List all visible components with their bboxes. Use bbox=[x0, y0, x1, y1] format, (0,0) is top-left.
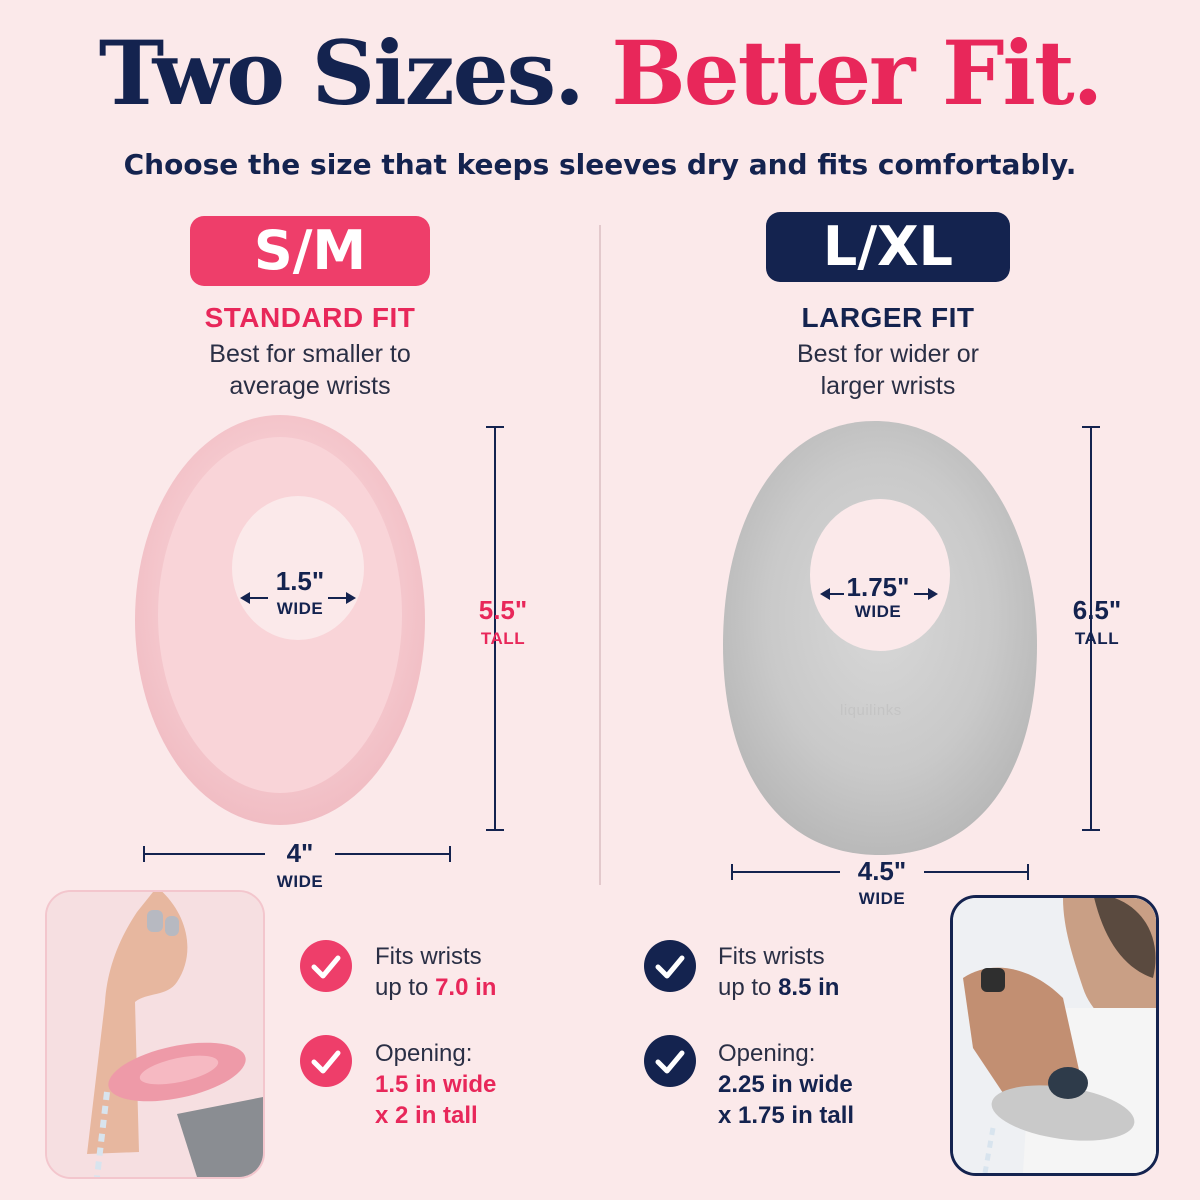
check-icon-lxl-1 bbox=[644, 940, 696, 992]
fit-description-sm: Best for smaller to average wrists bbox=[150, 338, 470, 402]
fit-description-sm-line-2: average wrists bbox=[229, 372, 391, 400]
width-unit-lxl: WIDE bbox=[858, 889, 906, 908]
width-unit-sm: WIDE bbox=[276, 872, 324, 891]
arrow-right-icon bbox=[346, 592, 356, 604]
feature-lxl-opening-line-3: x 1.75 in tall bbox=[718, 1102, 855, 1129]
check-icon-sm-1 bbox=[300, 940, 352, 992]
headline: Two Sizes. Better Fit. bbox=[0, 18, 1200, 128]
wrist-guard-sm-image bbox=[135, 415, 425, 825]
height-value-lxl: 6.5" bbox=[1072, 595, 1122, 625]
fit-description-lxl-line-1: Best for wider or bbox=[796, 340, 979, 368]
feature-lxl-wrist-fit-prefix: up to bbox=[718, 974, 772, 1001]
height-unit-sm: TALL bbox=[480, 629, 526, 648]
feature-sm-opening-line-2: 1.5 in wide bbox=[375, 1071, 497, 1098]
width-line-lxl bbox=[731, 864, 1029, 880]
fit-title-lxl: LARGER FIT bbox=[801, 302, 975, 333]
feature-lxl-opening: Opening: 2.25 in wide x 1.75 in tall bbox=[718, 1038, 854, 1131]
feature-sm-wrist-fit-value: 7.0 in bbox=[435, 974, 497, 1001]
fit-description-sm-line-1: Best for smaller to bbox=[209, 340, 411, 368]
fit-title-sm: STANDARD FIT bbox=[204, 302, 416, 333]
opening-arrows-lxl bbox=[820, 588, 938, 600]
subtitle: Choose the size that keeps sleeves dry a… bbox=[123, 148, 1077, 181]
brand-mark-lxl: liquilinks bbox=[840, 702, 902, 719]
headline-part-1: Two Sizes. bbox=[98, 21, 585, 125]
lifestyle-photo-sm bbox=[45, 890, 265, 1179]
feature-sm-wrist-fit-line-2: up to 7.0 in bbox=[375, 972, 496, 1003]
feature-sm-opening-line-1: Opening: bbox=[375, 1040, 473, 1067]
size-badge-lxl: L/XL bbox=[766, 212, 1010, 282]
wrist-photo-sm-illustration bbox=[47, 892, 263, 1177]
fit-description-lxl-line-2: larger wrists bbox=[820, 372, 956, 400]
feature-sm-opening-line-3: x 2 in tall bbox=[375, 1102, 478, 1129]
height-unit-lxl: TALL bbox=[1074, 629, 1120, 648]
feature-sm-wrist-fit-line-1: Fits wrists bbox=[375, 943, 482, 970]
fit-description-lxl: Best for wider or larger wrists bbox=[728, 338, 1048, 402]
feature-lxl-wrist-fit-line-1: Fits wrists bbox=[718, 943, 825, 970]
feature-lxl-opening-line-1: Opening: bbox=[718, 1040, 816, 1067]
check-icon-sm-2 bbox=[300, 1035, 352, 1087]
arrow-left-icon bbox=[240, 592, 250, 604]
check-icon-lxl-2 bbox=[644, 1035, 696, 1087]
feature-lxl-wrist-fit-value: 8.5 in bbox=[778, 974, 840, 1001]
arrow-left-icon bbox=[820, 588, 830, 600]
feature-lxl-opening-line-2: 2.25 in wide bbox=[718, 1071, 853, 1098]
lifestyle-photo-lxl bbox=[950, 895, 1159, 1176]
width-value-sm: 4" bbox=[286, 838, 314, 868]
feature-lxl-wrist-fit: Fits wrists up to 8.5 in bbox=[718, 941, 839, 1003]
feature-sm-opening: Opening: 1.5 in wide x 2 in tall bbox=[375, 1038, 496, 1131]
arrow-right-icon bbox=[928, 588, 938, 600]
opening-unit-lxl: WIDE bbox=[854, 602, 902, 621]
column-divider bbox=[599, 225, 601, 885]
feature-sm-wrist-fit-prefix: up to bbox=[375, 974, 429, 1001]
height-line-sm bbox=[486, 426, 504, 831]
size-badge-sm: S/M bbox=[190, 216, 430, 286]
feature-lxl-wrist-fit-line-2: up to 8.5 in bbox=[718, 972, 839, 1003]
width-line-sm bbox=[143, 846, 451, 862]
height-value-sm: 5.5" bbox=[478, 595, 528, 625]
opening-value-lxl: 1.75" bbox=[846, 572, 910, 602]
wrist-guard-lxl-image bbox=[723, 421, 1037, 855]
wrist-photo-lxl-illustration bbox=[953, 898, 1156, 1173]
height-line-lxl bbox=[1082, 426, 1100, 831]
width-value-lxl: 4.5" bbox=[857, 856, 907, 886]
opening-value-sm: 1.5" bbox=[275, 566, 325, 596]
opening-arrows-sm bbox=[240, 592, 356, 604]
headline-part-2: Better Fit. bbox=[611, 21, 1103, 125]
opening-unit-sm: WIDE bbox=[276, 599, 324, 618]
feature-sm-wrist-fit: Fits wrists up to 7.0 in bbox=[375, 941, 496, 1003]
